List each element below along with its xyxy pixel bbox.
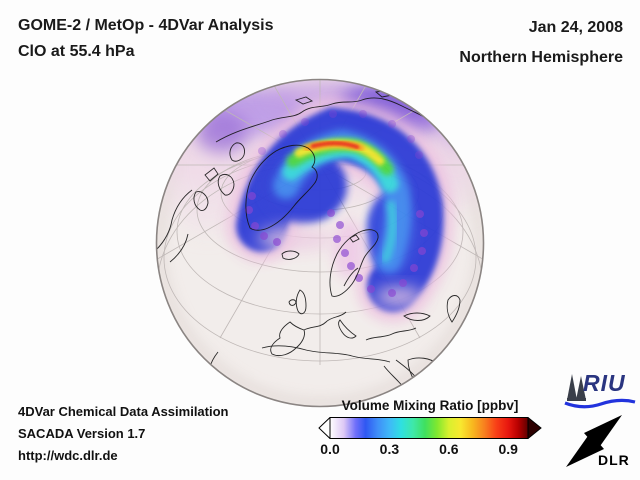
cell-boundary-dots (245, 110, 428, 297)
colorbar-tick-1: 0.3 (379, 441, 400, 457)
colorbar-gradient (318, 417, 542, 439)
colorbar-ticks: 0.0 0.3 0.6 0.9 (320, 441, 528, 457)
region-label: Northern Hemisphere (459, 49, 623, 66)
dlr-emblem-icon (566, 415, 622, 467)
credits-line-1: 4DVar Chemical Data Assimilation (18, 404, 229, 419)
colorbar-tick-3: 0.9 (498, 441, 518, 457)
title-line-1: GOME-2 / MetOp - 4DVar Analysis (18, 17, 274, 34)
title-line-2: ClO at 55.4 hPa (18, 43, 135, 60)
globe-rim (155, 78, 485, 408)
colorbar-left-arrow (318, 417, 331, 439)
colorbar: Volume Mixing Ratio [ppbv] (318, 398, 542, 457)
credits-block: 4DVar Chemical Data Assimilation SACADA … (18, 401, 229, 467)
clo-data-overlay (226, 97, 454, 322)
dlr-logo: DLR (563, 414, 639, 470)
figure-title: GOME-2 / MetOp - 4DVar Analysis ClO at 5… (18, 13, 273, 65)
colorbar-title: Volume Mixing Ratio [ppbv] (341, 398, 519, 413)
colorbar-right-arrow (527, 417, 542, 439)
colorbar-tick-2: 0.6 (439, 441, 459, 457)
date-label: Jan 24, 2008 (528, 19, 623, 36)
credits-line-2: SACADA Version 1.7 (18, 426, 146, 441)
credits-line-3: http://wdc.dlr.de (18, 448, 118, 463)
colorbar-tick-0: 0.0 (320, 441, 340, 457)
riu-logo-text: RIU (583, 370, 626, 396)
riu-cathedral-wave-icon (564, 374, 636, 409)
riu-logo: RIU (563, 370, 637, 410)
dlr-logo-text: DLR (598, 452, 630, 468)
figure-date-region: Jan 24, 2008 Northern Hemisphere (459, 13, 623, 73)
